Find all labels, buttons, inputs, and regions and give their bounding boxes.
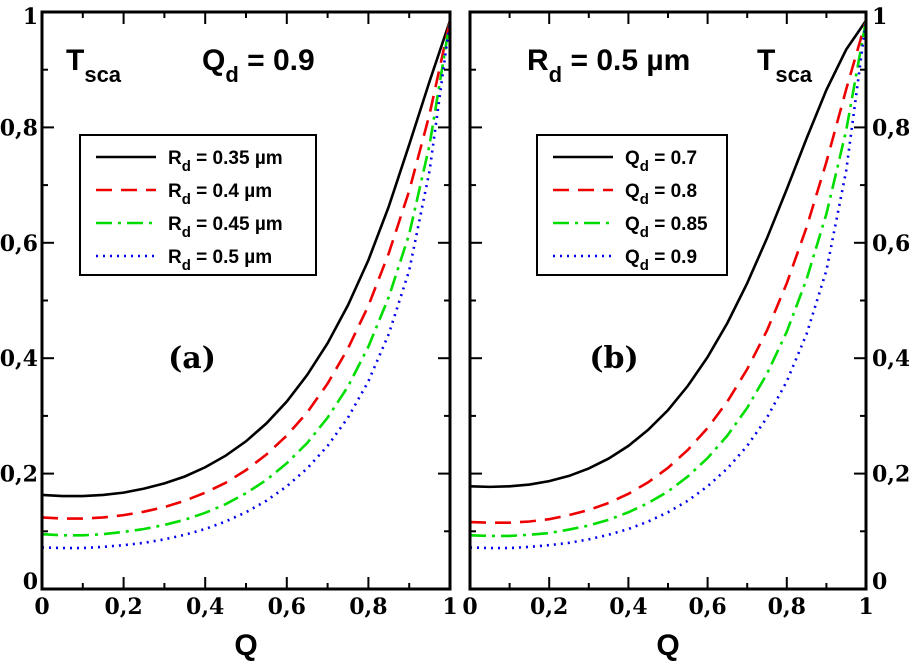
parameter-annotation: Qd = 0.9	[202, 44, 315, 87]
x-axis-label: Q	[656, 629, 679, 661]
x-tick-label: 0,2	[104, 594, 142, 620]
legend-box	[536, 134, 728, 276]
y-tick-label: 1	[872, 4, 887, 30]
y-tick-label: 0	[23, 569, 38, 595]
x-tick-label: 0,4	[186, 594, 224, 620]
y-tick-label: 0,8	[0, 115, 38, 141]
quantity-annotation: Tsca	[66, 44, 122, 87]
x-axis-label: Q	[234, 629, 257, 661]
legend-box	[79, 134, 317, 276]
legend: Qd = 0.7 Qd = 0.8 Qd = 0.85 Qd = 0.9	[536, 134, 728, 276]
y-tick-label: 0	[872, 569, 887, 595]
legend-entry: Rd = 0.45 µm	[168, 214, 283, 241]
panel-a: 0 0,2 0,4 0,6 0,8 1 0 0,2 0,4 0,6 0,8 1 Q Tsca Qd = 0.…	[0, 4, 458, 661]
y-tick-label: 0,4	[0, 346, 38, 372]
legend-entry: Rd = 0.4 µm	[168, 181, 272, 208]
series-line-1	[470, 19, 866, 489]
x-tick-label: 1	[858, 594, 873, 620]
x-tick-label: 0,2	[530, 594, 568, 620]
series-line-2	[470, 20, 866, 524]
y-tick-label: 0,6	[872, 231, 909, 257]
legend-entry: Qd = 0.8	[625, 181, 697, 208]
y-tick-label: 0,6	[0, 231, 38, 257]
panel-label: (b)	[589, 341, 638, 376]
panel-label: (a)	[168, 341, 216, 376]
legend: Rd = 0.35 µm Rd = 0.4 µm Rd = 0.45 µm Rd = …	[79, 134, 317, 276]
quantity-annotation: Tsca	[757, 44, 813, 87]
x-tick-label: 0,8	[349, 594, 387, 620]
x-tick-label: 0,8	[768, 594, 806, 620]
y-tick-label: 0,4	[872, 346, 909, 372]
legend-entry: Qd = 0.9	[625, 247, 697, 274]
legend-entry: Rd = 0.35 µm	[168, 148, 283, 175]
series-line-3	[42, 20, 450, 537]
x-tick-label: 0,6	[268, 594, 306, 620]
series-line-1	[42, 20, 450, 498]
plot-frame	[468, 10, 868, 591]
legend-entry: Qd = 0.85	[625, 214, 708, 241]
y-tick-label: 1	[23, 4, 38, 30]
y-tick-label: 0,2	[872, 462, 909, 488]
series-line-3	[470, 20, 866, 538]
x-tick-label: 0	[34, 594, 49, 620]
x-tick-label: 1	[442, 594, 457, 620]
legend-entry: Qd = 0.7	[625, 148, 697, 175]
plot-frame	[40, 10, 452, 591]
series-line-2	[42, 20, 450, 520]
y-tick-label: 0,8	[872, 115, 909, 141]
x-tick-label: 0,6	[688, 594, 726, 620]
legend-entry: Rd = 0.5 µm	[168, 247, 272, 274]
x-tick-label: 0	[462, 594, 477, 620]
parameter-annotation: Rd = 0.5 µm	[527, 44, 690, 87]
x-tick-label: 0,4	[609, 594, 647, 620]
series-line-4	[470, 20, 866, 550]
y-tick-label: 0,2	[0, 462, 38, 488]
